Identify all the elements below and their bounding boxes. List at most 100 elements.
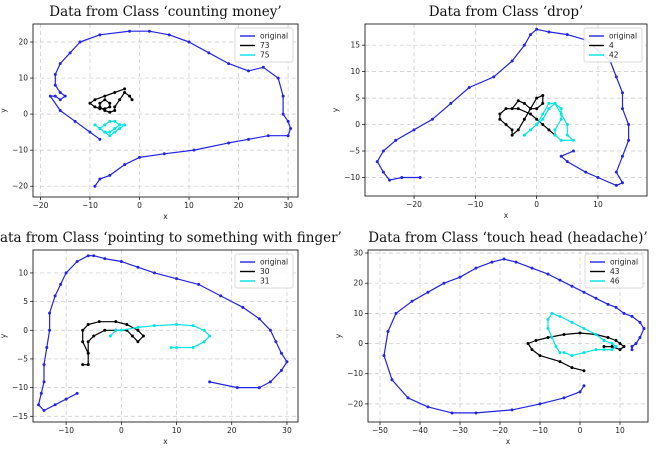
data-point-31	[119, 328, 123, 332]
data-point-original	[137, 155, 141, 159]
data-point-original	[152, 271, 156, 275]
data-point-original	[48, 311, 52, 315]
x-tick-label: −10	[467, 200, 483, 209]
y-tick-label: 0	[358, 339, 363, 348]
data-point-30	[92, 334, 96, 338]
data-point-42	[535, 123, 539, 127]
data-point-75	[113, 127, 117, 131]
data-point-46	[594, 332, 598, 336]
data-point-43	[570, 366, 574, 370]
legend-label: 43	[610, 267, 620, 276]
data-point-42	[547, 107, 551, 111]
data-point-46	[594, 348, 598, 352]
data-point-original	[627, 123, 631, 127]
data-point-original	[571, 149, 575, 153]
data-point-30	[97, 320, 101, 324]
y-tick-label: 5	[23, 297, 28, 306]
data-point-original	[492, 75, 496, 79]
data-point-original	[192, 148, 196, 152]
y-tick-label: 10	[18, 268, 28, 277]
data-point-42	[565, 133, 569, 137]
data-point-original	[227, 141, 231, 145]
y-tick-label: −10	[12, 383, 28, 392]
y-tick-label: 10	[18, 74, 28, 83]
data-point-original	[582, 290, 586, 294]
data-point-43	[562, 332, 566, 336]
data-point-original	[45, 345, 49, 349]
data-point-4	[522, 117, 526, 121]
chart-panel-2: Data from Class ‘drop’ −20 −10 0 10 −10 −5 0 5 10…	[331, 4, 648, 220]
data-point-30	[81, 328, 85, 332]
chart-panel-1: Data from Class ‘counting money’ −20 −10 0 1…	[0, 4, 299, 221]
data-point-original	[266, 134, 270, 138]
data-point-original	[410, 299, 414, 303]
data-point-original	[394, 138, 398, 142]
x-tick-label: −20	[406, 200, 422, 209]
y-tick-label: 5	[355, 94, 360, 103]
data-point-original	[614, 75, 618, 79]
data-point-original	[490, 260, 494, 264]
data-point-46	[546, 326, 550, 330]
x-tick-label: 20	[234, 201, 244, 210]
data-point-original	[406, 396, 410, 400]
data-point-42	[547, 101, 551, 105]
data-point-31	[152, 324, 156, 328]
data-point-original	[246, 137, 250, 141]
data-point-original	[227, 62, 231, 66]
data-point-original	[630, 348, 634, 352]
data-point-original	[547, 30, 551, 34]
data-point-46	[610, 342, 614, 346]
data-point-original	[522, 43, 526, 47]
data-point-73	[108, 110, 112, 114]
x-axis-label: x	[163, 212, 168, 221]
x-tick-label: 30	[282, 426, 292, 435]
y-axis-label: y	[0, 108, 8, 113]
data-point-original	[42, 380, 46, 384]
x-tick-label: −10	[82, 201, 98, 210]
series-line-43	[527, 332, 625, 372]
data-point-original	[162, 152, 166, 156]
data-point-original	[584, 170, 588, 174]
data-point-30	[125, 323, 129, 327]
data-point-4	[516, 99, 520, 103]
data-point-73	[118, 98, 122, 102]
data-point-original	[578, 390, 582, 394]
legend-label: original	[260, 258, 288, 267]
data-point-73	[108, 105, 112, 109]
series-line-46	[547, 312, 617, 357]
data-point-4	[535, 107, 539, 111]
data-point-original	[119, 259, 123, 263]
y-tick-label: −20	[12, 182, 28, 191]
data-point-original	[620, 107, 624, 111]
data-point-75	[113, 119, 117, 123]
data-point-43	[530, 348, 534, 352]
data-point-original	[394, 311, 398, 315]
data-point-original	[53, 94, 57, 98]
data-point-original	[467, 86, 471, 90]
data-point-original	[128, 29, 132, 33]
data-point-73	[128, 94, 132, 98]
data-point-30	[130, 334, 134, 338]
data-point-original	[614, 183, 618, 187]
y-tick-label: −10	[344, 173, 360, 182]
data-point-original	[75, 259, 79, 263]
data-point-4	[529, 107, 533, 111]
data-point-original	[375, 160, 379, 164]
data-point-75	[118, 123, 122, 127]
data-point-original	[98, 33, 102, 37]
data-point-42	[559, 138, 563, 142]
chart-title: Data from Class ‘pointing to something w…	[0, 230, 342, 246]
y-tick-label: 0	[23, 326, 28, 335]
data-point-original	[535, 27, 539, 31]
data-point-46	[602, 348, 606, 352]
data-point-original	[614, 170, 618, 174]
data-point-original	[281, 112, 285, 116]
x-tick-label: 0	[534, 200, 539, 209]
data-point-46	[550, 336, 554, 340]
data-point-42	[553, 128, 557, 132]
data-point-original	[474, 411, 478, 415]
data-point-original	[286, 134, 290, 138]
data-point-original	[620, 91, 624, 95]
